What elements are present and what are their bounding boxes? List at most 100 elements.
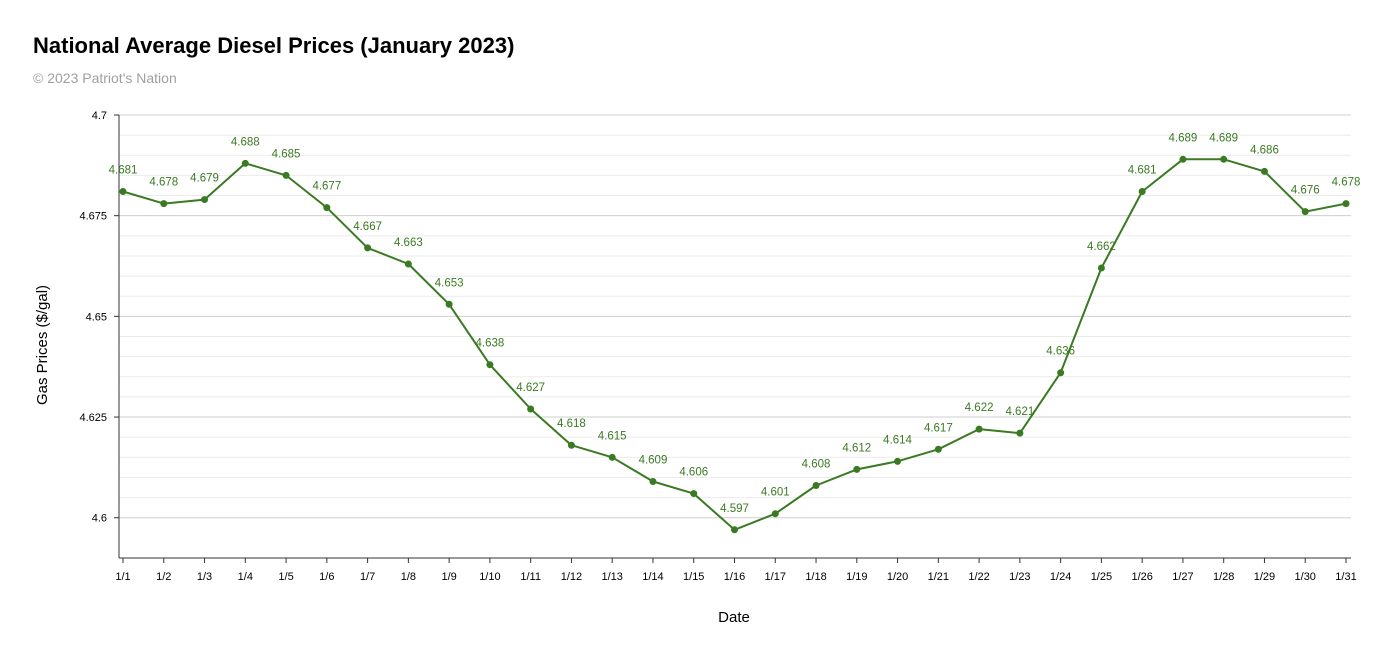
x-tick-label: 1/7 — [360, 571, 375, 583]
data-label: 4.617 — [924, 422, 953, 434]
x-tick-label: 1/25 — [1091, 571, 1112, 583]
series-line — [122, 158, 1347, 531]
x-tick-label: 1/11 — [520, 571, 541, 583]
data-point — [119, 188, 127, 196]
data-label: 4.601 — [761, 487, 790, 499]
y-tick-label: 4.625 — [79, 412, 107, 424]
data-point — [649, 477, 657, 485]
data-point — [934, 445, 942, 453]
data-label: 4.681 — [1128, 165, 1157, 177]
data-label: 4.678 — [1332, 177, 1361, 189]
data-point — [975, 425, 983, 433]
chart-subtitle: © 2023 Patriot's Nation — [33, 70, 177, 86]
data-point — [201, 196, 209, 204]
data-point — [1301, 208, 1309, 216]
x-tick-label: 1/4 — [238, 571, 253, 583]
x-tick-label: 1/24 — [1050, 571, 1071, 583]
data-point — [282, 171, 290, 179]
data-label: 4.667 — [353, 221, 382, 233]
data-point — [1016, 429, 1024, 437]
x-tick-label: 1/2 — [156, 571, 171, 583]
grid-lines — [119, 114, 1351, 519]
x-tick-label: 1/30 — [1295, 571, 1316, 583]
x-tick-label: 1/6 — [319, 571, 334, 583]
data-label: 4.663 — [394, 237, 423, 249]
data-point — [364, 244, 372, 252]
data-label: 4.678 — [149, 177, 178, 189]
x-tick-label: 1/27 — [1172, 571, 1193, 583]
x-tick-label: 1/9 — [441, 571, 456, 583]
data-point — [1260, 167, 1268, 175]
x-tick-label: 1/15 — [683, 571, 704, 583]
data-label: 4.689 — [1169, 132, 1198, 144]
data-point — [608, 453, 616, 461]
data-label: 4.606 — [679, 467, 708, 479]
data-point — [690, 490, 698, 498]
axes: 4.6 4.625 4.65 4.675 4.7 1/1 1/2 1/3 1/4 1/5 1/6 1/… — [79, 110, 1356, 583]
x-tick-label: 1/13 — [601, 571, 622, 583]
data-label: 4.653 — [435, 277, 464, 289]
chart-title: National Average Diesel Prices (January … — [33, 33, 515, 58]
y-tick-label: 4.65 — [86, 311, 107, 323]
data-label: 4.689 — [1209, 132, 1238, 144]
x-tick-label: 1/1 — [115, 571, 130, 583]
data-label: 4.615 — [598, 430, 627, 442]
x-tick-label: 1/17 — [765, 571, 786, 583]
x-tick-label: 1/12 — [561, 571, 582, 583]
x-tick-label: 1/19 — [846, 571, 867, 583]
data-label: 4.676 — [1291, 185, 1320, 197]
data-label: 4.688 — [231, 136, 260, 148]
data-point — [771, 510, 779, 518]
data-label: 4.685 — [272, 148, 301, 160]
data-label: 4.597 — [720, 503, 749, 515]
data-point — [731, 526, 738, 534]
x-tick-label: 1/21 — [928, 571, 949, 583]
y-tick-label: 4.7 — [92, 110, 107, 122]
series-diesel-price — [119, 155, 1350, 534]
x-tick-label: 1/28 — [1213, 571, 1234, 583]
data-point — [853, 465, 861, 473]
data-label: 4.609 — [639, 454, 668, 466]
data-point — [323, 204, 331, 212]
data-point — [486, 361, 494, 369]
data-label: 4.618 — [557, 418, 586, 430]
data-label: 4.677 — [312, 181, 341, 193]
data-label: 4.681 — [109, 165, 138, 177]
x-tick-label: 1/10 — [479, 571, 500, 583]
data-label: 4.621 — [1005, 406, 1034, 418]
x-tick-label: 1/23 — [1009, 571, 1030, 583]
x-tick-label: 1/5 — [278, 571, 293, 583]
data-label: 4.608 — [802, 459, 831, 471]
y-tick-label: 4.6 — [92, 513, 107, 525]
data-point — [527, 405, 535, 413]
x-tick-label: 1/20 — [887, 571, 908, 583]
x-tick-label: 1/26 — [1131, 571, 1152, 583]
data-label: 4.686 — [1250, 144, 1279, 156]
data-label: 4.638 — [476, 338, 505, 350]
data-label: 4.612 — [842, 442, 871, 454]
data-point — [1179, 155, 1187, 163]
x-tick-label: 1/29 — [1254, 571, 1275, 583]
data-label: 4.627 — [516, 382, 545, 394]
data-point — [567, 441, 575, 449]
data-point — [160, 200, 168, 208]
data-label: 4.679 — [190, 173, 219, 185]
x-tick-label: 1/18 — [805, 571, 826, 583]
y-tick-label: 4.675 — [79, 211, 107, 223]
data-point — [1342, 200, 1350, 208]
data-point — [445, 300, 453, 308]
data-point — [1097, 264, 1105, 272]
data-point — [241, 159, 249, 167]
x-tick-label: 1/14 — [642, 571, 663, 583]
x-tick-label: 1/22 — [968, 571, 989, 583]
data-point — [894, 457, 902, 465]
x-tick-label: 1/3 — [197, 571, 212, 583]
x-axis-title: Date — [718, 609, 750, 626]
x-tick-label: 1/31 — [1335, 571, 1356, 583]
y-axis-title: Gas Prices ($/gal) — [34, 285, 51, 405]
data-labels: 4.681 4.678 4.679 4.688 4.685 4.677 4.667 4.663… — [109, 132, 1361, 515]
data-label: 4.636 — [1046, 346, 1075, 358]
x-tick-label: 1/8 — [401, 571, 416, 583]
data-point — [812, 482, 820, 490]
